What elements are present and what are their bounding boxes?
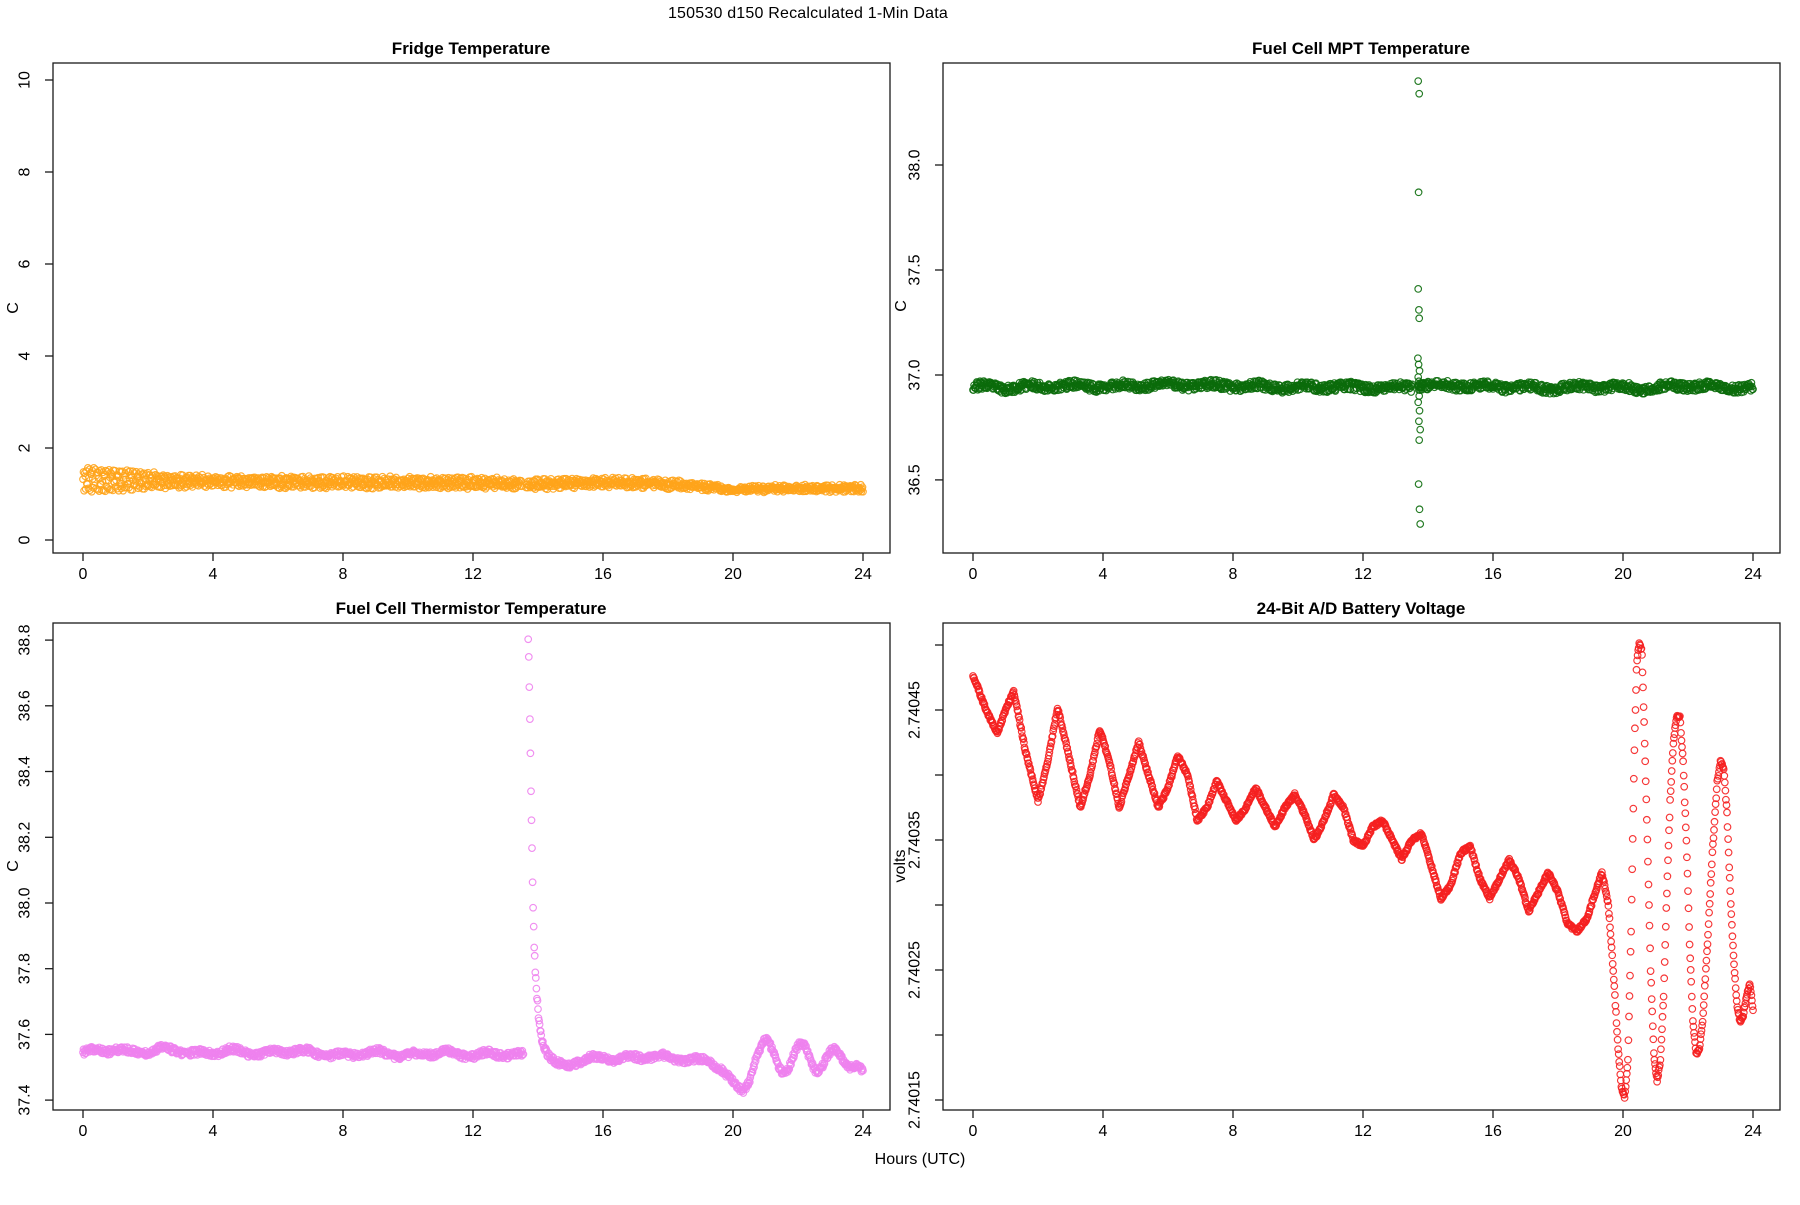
y-tick-label: 2.74045 [907, 681, 924, 739]
y-axis-label-volts: volts [889, 854, 913, 878]
series-fuel-cell-mpt-temperature [970, 78, 1757, 528]
y-tick-label: 10 [17, 71, 34, 89]
series-battery-voltage-24bit-ad [970, 640, 1757, 1101]
y-axis-label-fridge: C [2, 296, 26, 320]
y-tick-label: 6 [17, 259, 34, 268]
y-tick-label: 2.74015 [907, 1071, 924, 1129]
panel-fuel-cell-thermistor-temperature: 0 4 8 12 16 20 24 37.4 37.6 37.8 38.0 38.2 38.4 38.6 3… [17, 623, 890, 1140]
x-tick-label: 16 [594, 1123, 612, 1140]
x-tick-label: 8 [339, 566, 348, 583]
x-tick-label: 0 [969, 566, 978, 583]
y-tick-label: 38.8 [17, 624, 34, 655]
x-tick-label: 4 [209, 1123, 218, 1140]
x-tick-label: 16 [594, 566, 612, 583]
x-tick-label: 20 [724, 1123, 742, 1140]
x-tick-label: 0 [79, 1123, 88, 1140]
x-tick-label: 4 [1099, 1123, 1108, 1140]
x-tick-label: 0 [79, 566, 88, 583]
panel-border [943, 63, 1780, 553]
y-tick-label: 37.8 [17, 953, 34, 984]
x-tick-label: 24 [854, 566, 872, 583]
x-tick-label: 4 [209, 566, 218, 583]
y-tick-label: 36.5 [907, 464, 924, 495]
y-tick-label: 2.74025 [907, 941, 924, 999]
y-tick-label: 38.2 [17, 822, 34, 853]
x-tick-label: 4 [1099, 566, 1108, 583]
figure-title: 150530 d150 Recalculated 1-Min Data [308, 5, 1308, 23]
x-tick-label: 20 [1614, 566, 1632, 583]
x-tick-label: 12 [1354, 1123, 1372, 1140]
y-tick-label: 38.0 [907, 149, 924, 180]
y-tick-label: 38.4 [17, 756, 34, 787]
x-tick-label: 24 [1744, 566, 1762, 583]
y-tick-label: 37.6 [17, 1019, 34, 1050]
series-fridge-temperature [80, 465, 867, 496]
x-tick-label: 12 [464, 1123, 482, 1140]
x-tick-label: 24 [854, 1123, 872, 1140]
panel-title-fridge-temperature: Fridge Temperature [392, 39, 550, 59]
y-tick-label: 4 [17, 351, 34, 360]
series-fuel-cell-thermistor-temperature [80, 636, 867, 1096]
y-tick-label: 0 [17, 535, 34, 544]
panel-fuel-cell-mpt-temperature: 0 4 8 12 16 20 24 36.5 37.0 37.5 38.0 [907, 63, 1780, 583]
x-tick-label: 16 [1484, 1123, 1502, 1140]
panel-title-fuel-cell-thermistor-temperature: Fuel Cell Thermistor Temperature [336, 599, 607, 619]
y-tick-label: 37.4 [17, 1084, 34, 1115]
x-tick-label: 20 [1614, 1123, 1632, 1140]
y-tick-label: 37.5 [907, 254, 924, 285]
y-tick-label: 8 [17, 167, 34, 176]
x-tick-label: 8 [1229, 566, 1238, 583]
x-tick-label: 24 [1744, 1123, 1762, 1140]
y-axis-label-thermistor: C [2, 854, 26, 878]
x-tick-label: 8 [339, 1123, 348, 1140]
x-tick-label: 12 [1354, 566, 1372, 583]
y-tick-label: 38.0 [17, 887, 34, 918]
panel-title-fuel-cell-mpt-temperature: Fuel Cell MPT Temperature [1252, 39, 1470, 59]
y-tick-label: 2 [17, 443, 34, 452]
x-tick-label: 8 [1229, 1123, 1238, 1140]
x-tick-label: 0 [969, 1123, 978, 1140]
y-tick-label: 37.0 [907, 359, 924, 390]
x-tick-label: 16 [1484, 566, 1502, 583]
x-tick-label: 12 [464, 566, 482, 583]
x-tick-label: 20 [724, 566, 742, 583]
y-tick-label: 38.6 [17, 690, 34, 721]
panel-border [943, 623, 1780, 1110]
panel-title-battery-voltage: 24-Bit A/D Battery Voltage [1257, 599, 1466, 619]
y-axis-label-mpt: C [890, 294, 914, 318]
x-axis-label: Hours (UTC) [720, 1151, 1120, 1169]
